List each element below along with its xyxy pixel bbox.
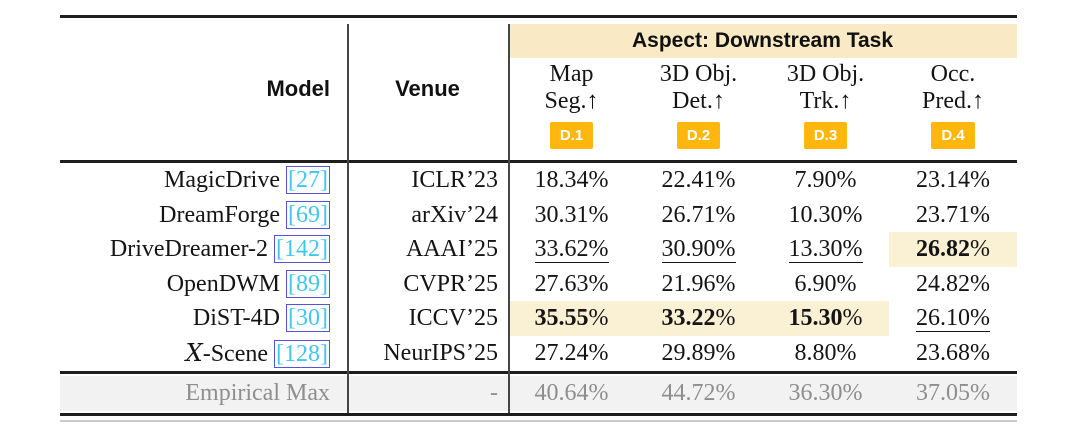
model-venue-separator [347, 24, 349, 413]
aspect-badge: D.4 [931, 122, 975, 149]
results-table: Model Venue Aspect: Downstream Task Map S… [60, 15, 1017, 422]
task-column-header: 3D Obj. Det.↑ D.2 [635, 58, 762, 160]
model-name-cell: MagicDrive [27] [164, 166, 330, 194]
metric-value-cell: 26.10% [916, 305, 990, 332]
task-name-line2: Pred.↑ [922, 88, 984, 114]
metric-value-cell: 26.82% [889, 232, 1017, 267]
venue-cell: CVPR’25 [403, 270, 498, 297]
table-header: Model Venue Aspect: Downstream Task Map S… [60, 18, 1017, 160]
aspect-badge: D.2 [676, 122, 721, 149]
citation-link[interactable]: [69] [286, 200, 330, 229]
table-row: OpenDWM [89] CVPR’25 27.63% 21.96% 6.90% 24.82… [60, 267, 1017, 302]
model-name-cell: OpenDWM [89] [166, 269, 330, 298]
script-x-glyph: X [185, 338, 203, 367]
metric-value-cell: 26.71% [661, 201, 736, 228]
task-name-line2: Seg.↑ [544, 88, 599, 114]
metric-value-cell: 27.63% [534, 270, 609, 297]
empirical-max-value-cell: 40.64% [534, 380, 609, 406]
empirical-max-value-cell: 37.05% [916, 380, 990, 406]
aspect-badge: D.3 [803, 122, 848, 149]
metric-value-cell: 6.90% [794, 270, 857, 297]
aspect-downstream-task-band: Aspect: Downstream Task [508, 24, 1017, 58]
table-row: DiST-4D [30] ICCV’25 35.55% 33.22% 15.30% 26.1… [60, 301, 1017, 336]
venue-cell: NeurIPS’25 [383, 339, 498, 366]
task-column-header: Map Seg.↑ D.1 [508, 58, 635, 160]
citation-link[interactable]: [142] [274, 235, 330, 263]
venue-data-separator [508, 24, 510, 413]
venue-cell: ICCV’25 [408, 305, 498, 331]
metric-value-cell: 33.22% [635, 301, 762, 336]
venue-cell: ICLR’23 [411, 167, 498, 193]
model-name-cell: DreamForge [69] [159, 200, 330, 229]
footer-top-rule [60, 371, 1017, 374]
metric-value-cell: 24.82% [916, 270, 990, 297]
table-row: MagicDrive [27] ICLR’23 18.34% 22.41% 7.90% 23… [60, 163, 1017, 198]
metric-value-cell: 7.90% [794, 167, 857, 193]
task-column-header: Occ. Pred.↑ D.4 [889, 58, 1017, 160]
table-body: MagicDrive [27] ICLR’23 18.34% 22.41% 7.90% 23… [60, 163, 1017, 370]
metric-value-cell: 10.30% [788, 201, 863, 228]
metric-value-cell: 21.96% [661, 270, 736, 297]
venue-cell: arXiv’24 [411, 201, 498, 228]
venue-column-header: Venue [395, 76, 460, 101]
model-name-cell: DiST-4D [30] [192, 304, 330, 332]
metric-value-cell: 30.90% [661, 236, 736, 263]
empirical-max-row: Empirical Max - 40.64% 44.72% 36.30% 37.05% [60, 376, 1017, 411]
citation-link[interactable]: [30] [286, 304, 330, 332]
bottom-rule [60, 413, 1017, 416]
metric-value-cell: 29.89% [661, 339, 736, 366]
metric-value-cell: 22.41% [661, 167, 736, 193]
mid-rule [60, 160, 1017, 163]
task-name-line1: Occ. [930, 61, 976, 87]
metric-value-cell: 23.14% [916, 167, 990, 193]
metric-value-cell: 30.31% [534, 201, 609, 228]
empirical-max-value-cell: 44.72% [661, 380, 736, 406]
metric-value-cell: 15.30% [762, 301, 889, 336]
metric-value-cell: 27.24% [534, 339, 609, 366]
citation-link[interactable]: [27] [286, 166, 330, 194]
empirical-max-label: Empirical Max [185, 380, 330, 406]
citation-link[interactable]: [89] [286, 269, 330, 298]
bottom-shadow-line [60, 420, 1017, 422]
task-name-line2: Det.↑ [672, 88, 725, 114]
metric-value-cell: 8.80% [794, 339, 857, 366]
model-name-cell: X-Scene [128] [185, 338, 330, 368]
citation-link[interactable]: [128] [274, 339, 330, 368]
venue-cell: AAAI’25 [406, 236, 498, 262]
metric-value-cell: 23.71% [916, 201, 990, 228]
task-column-header: 3D Obj. Trk.↑ D.3 [762, 58, 889, 160]
metric-value-cell: 33.62% [534, 236, 609, 263]
task-name-line2: Trk.↑ [799, 88, 852, 114]
empirical-max-value-cell: 36.30% [788, 380, 863, 406]
top-rule [60, 15, 1017, 18]
model-name-cell: DriveDreamer-2 [142] [109, 235, 330, 263]
metric-value-cell: 23.68% [916, 339, 990, 366]
task-name-line1: 3D Obj. [659, 61, 738, 87]
table-row: X-Scene [128] NeurIPS’25 27.24% 29.89% 8.80% 2… [60, 336, 1017, 371]
table-row: DriveDreamer-2 [142] AAAI’25 33.62% 30.90% 13… [60, 232, 1017, 267]
metric-value-cell: 35.55% [508, 301, 635, 336]
task-name-line1: Map [549, 61, 594, 87]
metric-value-cell: 18.34% [534, 167, 609, 193]
aspect-badge: D.1 [549, 122, 594, 149]
task-name-line1: 3D Obj. [786, 61, 865, 87]
metric-value-cell: 13.30% [788, 236, 863, 263]
model-column-header: Model [266, 76, 330, 101]
empirical-max-venue: - [490, 380, 498, 406]
table-row: DreamForge [69] arXiv’24 30.31% 26.71% 10.30%… [60, 198, 1017, 233]
